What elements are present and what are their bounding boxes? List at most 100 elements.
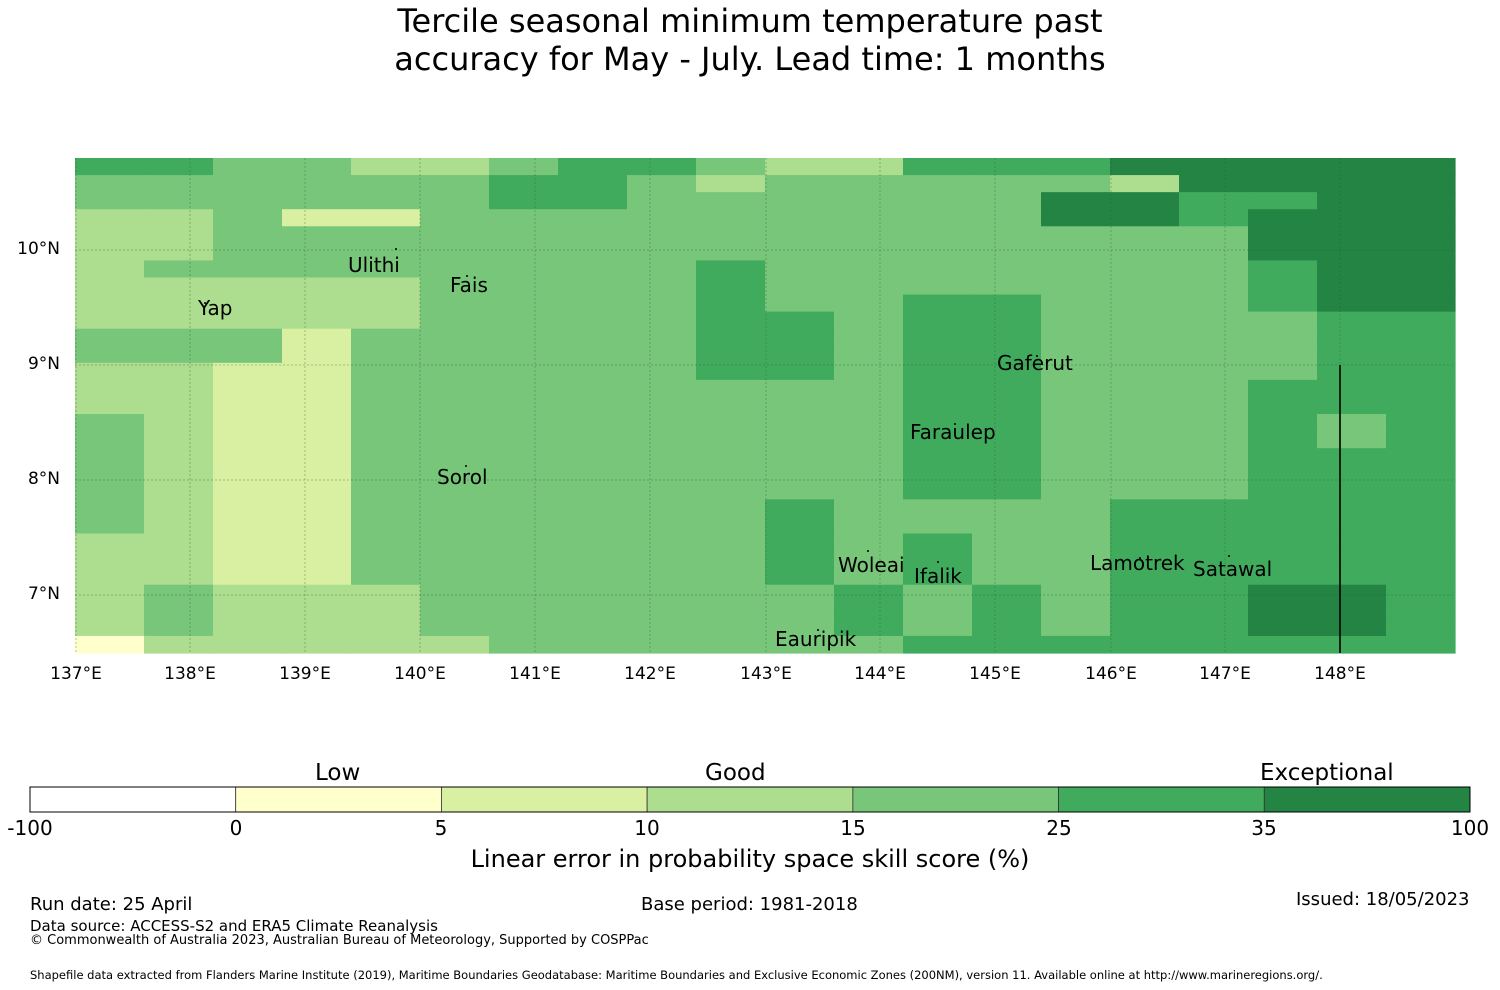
map-cell (420, 635, 490, 654)
map-cell (1179, 533, 1249, 552)
map-cell (213, 567, 283, 586)
map-cell (144, 226, 214, 244)
map-cell (1179, 499, 1249, 518)
map-cell (489, 294, 559, 313)
map-cell (834, 243, 904, 262)
map-cell (765, 243, 835, 262)
place-yap: Yap (198, 296, 233, 320)
map-cell (765, 362, 835, 381)
map-cell (1317, 567, 1387, 586)
map-cell (75, 158, 145, 176)
map-cell (489, 516, 559, 535)
map-cell (1248, 362, 1318, 381)
map-cell (1041, 209, 1111, 227)
map-cell (1317, 584, 1387, 603)
place-ifalik: Ifalik (914, 564, 962, 588)
map-cell (1386, 516, 1456, 535)
map-cell (1248, 431, 1318, 449)
map-cell (1179, 448, 1249, 466)
map-cell (351, 226, 421, 244)
map-cell (903, 482, 973, 500)
map-cell (144, 482, 214, 500)
map-cell (1110, 243, 1180, 262)
map-cell (1179, 414, 1249, 432)
map-cell (213, 226, 283, 244)
map-cell (627, 294, 697, 313)
map-cell (1248, 550, 1318, 569)
colorbar (29, 786, 1471, 813)
map-cell (213, 396, 283, 415)
map-cell (213, 448, 283, 466)
map-cell (1248, 533, 1318, 552)
map-cell (144, 499, 214, 518)
map-cell (972, 584, 1042, 603)
island-marker (867, 550, 869, 552)
map-cell (282, 414, 352, 432)
map-cell (558, 431, 628, 449)
map-cell (282, 260, 352, 279)
map-cell (696, 379, 766, 398)
map-cell (1248, 175, 1318, 193)
map-cell (696, 601, 766, 620)
run-date: Run date: 25 April (30, 894, 193, 915)
map-cell (696, 226, 766, 244)
map-cell (75, 567, 145, 586)
map-cell (627, 448, 697, 466)
map-cell (420, 277, 490, 296)
map-cell (627, 209, 697, 227)
map-cell (282, 192, 352, 210)
lat-label-8n: 8°N (27, 469, 60, 489)
map-cell (1248, 635, 1318, 654)
map-cell (903, 260, 973, 279)
map-cell (75, 175, 145, 193)
map-cell (489, 243, 559, 262)
map-cell (420, 414, 490, 432)
lon-label-146e: 146°E (1085, 664, 1137, 684)
map-cell (420, 567, 490, 586)
map-cell (1248, 345, 1318, 364)
map-cell (627, 635, 697, 654)
map-cell (1179, 482, 1249, 500)
map-cell (627, 584, 697, 603)
map-cell (834, 499, 904, 518)
map-cell (696, 328, 766, 347)
map-cell (1041, 448, 1111, 466)
map-cell (213, 192, 283, 210)
map-cell (834, 209, 904, 227)
map-cell (351, 584, 421, 603)
map-cell (558, 482, 628, 500)
map-cell (282, 499, 352, 518)
map-cell (351, 328, 421, 347)
map-cell (213, 379, 283, 398)
map-cell (627, 243, 697, 262)
map-cell (903, 533, 973, 552)
map-cell (834, 345, 904, 364)
map-cell (1110, 396, 1180, 415)
map-cell (765, 379, 835, 398)
map-cell (75, 396, 145, 415)
map-cell (489, 311, 559, 330)
map-cell (420, 158, 490, 176)
map-cell (1110, 431, 1180, 449)
place-fais: Fais (450, 273, 488, 297)
map-cell (558, 567, 628, 586)
map-cell (1110, 499, 1180, 518)
island-marker (817, 629, 819, 631)
map-cell (696, 482, 766, 500)
map-cell (1179, 550, 1249, 569)
map-cell (489, 601, 559, 620)
map-cell (627, 396, 697, 415)
map-cell (1248, 243, 1318, 262)
map-cell (1317, 448, 1387, 466)
map-cell (1110, 226, 1180, 244)
map-cell (972, 635, 1042, 654)
shapefile-credit: Shapefile data extracted from Flanders M… (30, 968, 1323, 982)
map-cell (1110, 533, 1180, 552)
island-marker (1228, 555, 1230, 557)
map-cell (903, 243, 973, 262)
place-gaferut: Gaferut (997, 351, 1073, 375)
map-cell (1179, 362, 1249, 381)
map-cell (696, 362, 766, 381)
map-gridlines (75, 158, 1455, 653)
map-cell (75, 465, 145, 483)
